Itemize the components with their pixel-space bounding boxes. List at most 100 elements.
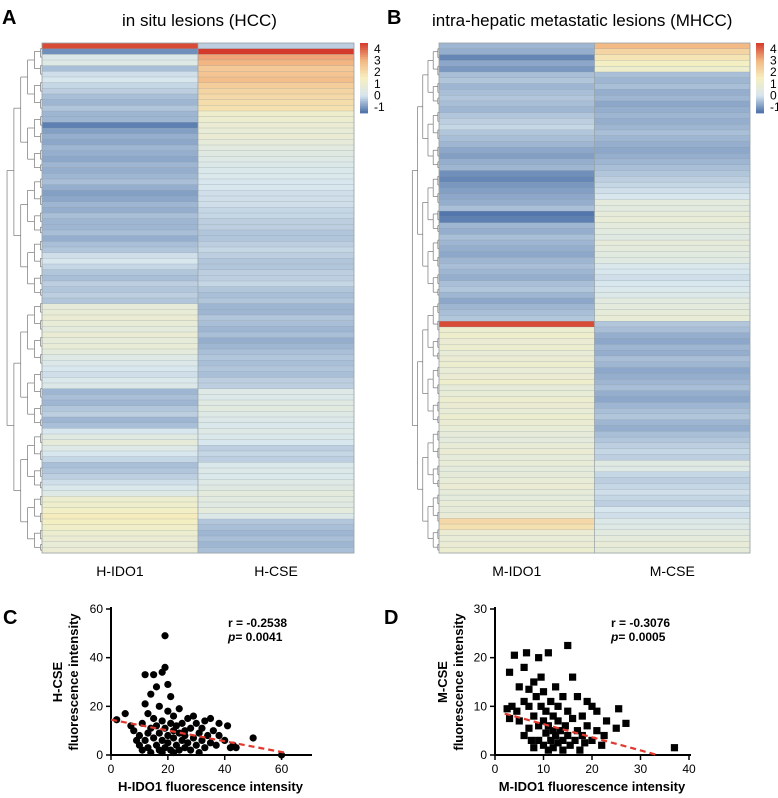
scatter-point — [187, 724, 195, 732]
heatmap-cell — [438, 315, 595, 322]
x-tick-label: 40 — [682, 762, 696, 776]
heatmap-cell — [41, 309, 199, 316]
heatmap-cell — [594, 419, 751, 426]
scatter-point — [158, 717, 166, 725]
heatmap-cell — [594, 367, 751, 374]
colorbar-segment — [756, 83, 764, 86]
heatmap-cell — [594, 141, 751, 148]
scatter-point — [201, 744, 209, 752]
colorbar-segment — [360, 95, 368, 98]
heatmap-cell — [594, 257, 751, 264]
heatmap-cell — [41, 54, 199, 61]
heatmap-cell — [438, 425, 595, 432]
heatmap-cell — [594, 361, 751, 368]
scatter-point — [249, 734, 257, 742]
heatmap-cell — [594, 112, 751, 119]
heatmap-cell — [197, 479, 355, 486]
heatmap-cell — [41, 280, 199, 288]
heatmap-cell — [197, 422, 355, 429]
heatmap-cell — [197, 365, 355, 373]
heatmap-cell — [41, 133, 199, 140]
p-value-number: = 0.0005 — [618, 630, 665, 644]
heatmap-cell — [438, 199, 595, 206]
scatter-point — [175, 705, 183, 713]
heatmap-cell — [41, 473, 199, 480]
heatmap-cell — [41, 411, 199, 418]
scatter-point — [530, 712, 538, 720]
scatter-point — [549, 712, 557, 720]
heatmap-cell — [41, 303, 199, 310]
heatmap-cell — [41, 416, 199, 424]
x-tick-label: 0 — [108, 762, 115, 776]
colorbar-tick-label: 1 — [374, 77, 381, 91]
heatmap-cell — [197, 490, 355, 497]
heatmap-cell — [438, 483, 595, 490]
heatmap-cell — [41, 530, 199, 537]
heatmap-cell — [594, 315, 751, 322]
heatmap-column-label: M-IDO1 — [492, 563, 541, 579]
heatmap-cell — [438, 48, 595, 56]
heatmap-cell — [41, 178, 199, 186]
heatmap-cell — [197, 405, 355, 412]
heatmap-cell — [197, 241, 355, 248]
heatmap-cell — [197, 93, 355, 101]
heatmap-cell — [438, 251, 595, 258]
colorbar-segment — [360, 88, 368, 91]
p-value: p= 0.0005 — [610, 630, 666, 644]
x-axis-label: M-IDO1 fluorescence intensity — [499, 779, 686, 794]
heatmap-cell — [41, 82, 199, 89]
heatmap-cell — [41, 110, 199, 118]
heatmap-cell — [197, 167, 355, 174]
heatmap-cell — [197, 416, 355, 424]
heatmap-cell — [197, 388, 355, 395]
colorbar-segment — [360, 97, 368, 100]
colorbar-segment — [360, 67, 368, 70]
scatter-point — [212, 741, 220, 749]
colorbar-segment — [360, 99, 368, 102]
colorbar-segment — [756, 65, 764, 68]
heatmap-cell — [197, 144, 355, 152]
panel-label: B — [387, 7, 401, 29]
heatmap-cell — [438, 170, 595, 177]
scatter-point — [141, 700, 149, 708]
colorbar-tick-label: 2 — [374, 65, 381, 79]
colorbar-segment — [756, 95, 764, 98]
heatmap-cell — [438, 263, 595, 270]
colorbar-segment — [756, 86, 764, 89]
heatmap-cell — [594, 263, 751, 270]
colorbar-tick-label: 4 — [770, 42, 777, 56]
scatter-point — [209, 727, 217, 735]
colorbar-segment — [756, 76, 764, 79]
heatmap-cell — [197, 518, 355, 526]
heatmap-cell — [41, 144, 199, 152]
heatmap-cell — [41, 258, 199, 265]
heatmap-cell — [594, 384, 751, 392]
heatmap-cell — [438, 274, 595, 282]
heatmap-cell — [594, 274, 751, 282]
heatmap-cell — [438, 384, 595, 392]
scatter-point — [542, 729, 550, 737]
scatter-point — [510, 651, 518, 659]
heatmap-cell — [594, 77, 751, 84]
scatter-point — [539, 717, 548, 725]
heatmap-cell — [594, 500, 751, 508]
heatmap-cell — [438, 512, 595, 519]
colorbar-segment — [756, 81, 764, 84]
heatmap-cell — [41, 490, 199, 497]
heatmap-cell — [438, 297, 595, 305]
heatmap-cell — [197, 54, 355, 61]
heatmap-cell — [41, 535, 199, 543]
heatmap-cell — [438, 106, 595, 113]
heatmap-cell — [594, 71, 751, 79]
heatmap-cell — [594, 60, 751, 67]
colorbar-segment — [360, 60, 368, 63]
heatmap-cell — [594, 176, 751, 183]
heatmap-cell — [438, 100, 595, 108]
scatter-point — [198, 736, 206, 745]
y-axis-label-line1: H-CSE — [50, 661, 65, 702]
heatmap-cell — [41, 42, 199, 50]
colorbar-segment — [360, 85, 368, 88]
heatmap-cell — [438, 448, 595, 455]
p-value-symbol: p — [610, 630, 618, 644]
